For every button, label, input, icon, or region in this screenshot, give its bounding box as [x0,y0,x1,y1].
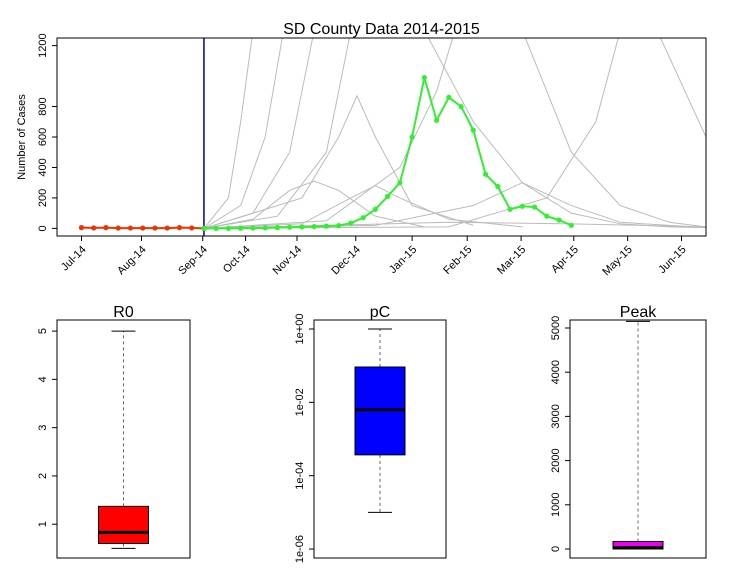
data-point [299,224,305,230]
chart-title: Peak [620,304,657,321]
data-point [201,225,207,231]
x-tick-label: Feb-15 [441,244,474,277]
y-tick-label: 4000 [550,360,562,384]
data-point [164,225,170,231]
plot-frame [56,319,191,559]
series-line [203,94,474,229]
data-point [495,183,501,190]
data-point [287,224,293,230]
y-tick-label: 1e+00 [294,314,306,345]
y-tick-label: 0 [37,225,49,231]
y-tick-label: 3000 [550,404,562,428]
data-point [482,171,489,177]
y-tick-label: 600 [37,128,49,146]
series-line [427,38,706,229]
plot-frame [56,37,707,237]
data-point [103,225,109,231]
y-tick-label: 4 [37,376,49,382]
data-point [78,225,85,231]
y-tick-label: 0 [550,546,562,552]
y-tick-label: 800 [37,97,49,115]
series-line [203,180,425,229]
x-tick-label: May-15 [600,244,634,278]
data-point [274,225,281,231]
data-point [568,222,574,228]
data-point [531,204,538,210]
data-point [507,206,513,212]
data-point [140,225,146,231]
data-point [238,225,244,231]
data-point [189,225,195,231]
data-point [446,94,452,100]
data-point [544,213,550,219]
plot-frame [313,319,447,559]
x-tick-label: Sep-14 [176,244,210,278]
y-tick-label: 2000 [550,448,562,472]
data-point [421,75,427,81]
data-point [397,180,403,186]
y-tick-label: 5 [37,328,49,334]
plot-area [81,38,706,230]
data-point [91,225,97,231]
data-point [152,225,158,231]
box [98,505,149,545]
plot-frame [569,319,707,559]
data-point [360,215,366,221]
x-tick-label: Apr-15 [549,244,581,276]
data-point [250,225,256,231]
data-point [556,217,562,223]
y-tick-label: 1000 [550,493,562,517]
series-line [524,38,706,228]
y-tick-label: 1e-02 [294,388,306,416]
x-tick-label: Jul-14 [59,244,89,274]
data-point [262,225,268,231]
data-point [323,223,329,229]
data-point [225,225,232,231]
y-tick-label: 1200 [37,33,49,57]
data-point [311,223,317,230]
data-point [372,206,378,212]
data-point [519,203,525,209]
data-point [213,225,219,231]
data-point [336,223,342,229]
y-tick-label: 2 [37,473,49,479]
series-line [203,38,283,229]
chart-title: SD County Data 2014-2015 [283,21,480,38]
x-tick-label: Mar-15 [495,244,528,277]
y-tick-label: 5000 [550,316,562,340]
data-point [385,193,391,199]
data-point [348,220,354,226]
data-point [127,225,134,231]
chart-title: pC [370,304,390,321]
y-tick-label: 3 [37,425,49,431]
y-tick-label: 200 [37,189,49,207]
data-point [115,225,121,231]
x-tick-label: Aug-14 [115,244,149,278]
x-tick-label: Jan-15 [387,244,419,276]
y-tick-label: 1e-04 [294,462,306,490]
y-axis-label: Number of Cases [16,94,28,180]
x-tick-label: Oct-14 [221,244,253,276]
data-point [176,225,183,231]
series-line [203,38,314,229]
data-point [470,127,476,133]
series-line [203,38,454,229]
y-tick-label: 1 [37,521,49,527]
chart-title: R0 [113,304,134,321]
x-tick-label: Nov-14 [271,244,305,278]
series-line [203,38,253,229]
x-tick-label: Jun-15 [656,244,688,276]
series-line [659,38,706,138]
x-tick-label: Dec-14 [329,244,363,278]
data-point [409,134,415,140]
data-point [434,117,440,123]
series-line [203,38,350,229]
y-tick-label: 400 [37,158,49,176]
data-point [458,103,464,110]
y-tick-label: 1e-06 [294,535,306,563]
